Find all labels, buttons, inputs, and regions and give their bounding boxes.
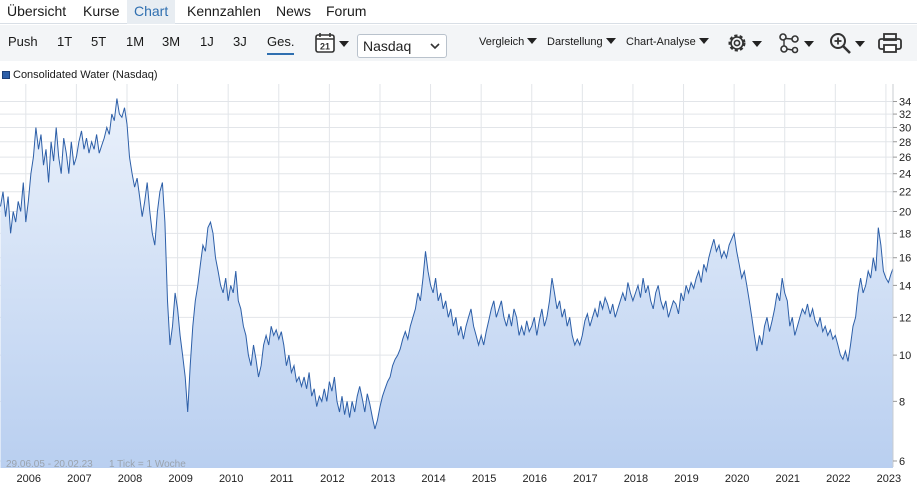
chevron-down-icon	[430, 43, 440, 50]
caret-down-icon	[752, 41, 762, 47]
range-push-button[interactable]: Push	[8, 34, 38, 49]
zoom-button[interactable]	[828, 31, 865, 57]
x-tick-label: 2017	[573, 473, 597, 485]
print-icon	[878, 33, 902, 53]
legend-swatch	[2, 71, 10, 79]
y-tick-label: 30	[899, 122, 911, 134]
x-tick-label: 2018	[624, 473, 648, 485]
calendar-icon: 21	[315, 33, 349, 53]
y-tick-label: 28	[899, 137, 911, 149]
calendar-day-label: 21	[320, 42, 330, 52]
vergleich-menu[interactable]: Vergleich	[479, 36, 538, 48]
caret-down-icon	[804, 41, 814, 47]
range-3m-button[interactable]: 3M	[162, 34, 181, 49]
tab-kurse[interactable]: Kurse	[83, 3, 120, 19]
tab-uebersicht[interactable]: Übersicht	[7, 3, 67, 19]
darstellung-menu[interactable]: Darstellung	[547, 36, 616, 48]
x-tick-label: 2016	[523, 473, 547, 485]
indicator-button[interactable]	[777, 31, 814, 57]
settings-icon	[728, 34, 746, 52]
zoom-in-icon	[830, 33, 851, 54]
x-tick-label: 2007	[67, 473, 91, 485]
x-tick-label: 2023	[877, 473, 901, 485]
chart-analyse-menu[interactable]: Chart-Analyse	[626, 36, 709, 48]
x-tick-label: 2012	[320, 473, 344, 485]
range-1m-button[interactable]: 1M	[126, 34, 145, 49]
exchange-select[interactable]: Nasdaq	[357, 34, 447, 58]
y-tick-label: 24	[899, 169, 911, 181]
x-tick-label: 2010	[219, 473, 243, 485]
exchange-value: Nasdaq	[363, 38, 412, 54]
x-tick-label: 2008	[118, 473, 142, 485]
x-tick-label: 2022	[826, 473, 850, 485]
range-gesamt-button[interactable]: Ges.	[267, 33, 295, 55]
tab-forum[interactable]: Forum	[326, 3, 367, 19]
range-3j-button[interactable]: 3J	[233, 34, 247, 49]
caret-down-icon	[605, 38, 616, 44]
y-tick-label: 14	[899, 280, 911, 292]
y-tick-label: 16	[899, 253, 911, 265]
y-tick-label: 6	[899, 456, 905, 468]
vergleich-label: Vergleich	[479, 36, 525, 48]
calendar-button[interactable]: 21	[314, 31, 350, 55]
y-tick-label: 26	[899, 152, 911, 164]
range-1j-button[interactable]: 1J	[200, 34, 214, 49]
chart-toolbar: Push 1T 5T 1M 3M 1J 3J Ges. 21 Nasdaq Ve…	[0, 25, 917, 61]
price-area	[0, 98, 893, 468]
x-tick-label: 2014	[421, 473, 445, 485]
tab-news[interactable]: News	[276, 3, 312, 19]
y-tick-label: 32	[899, 109, 911, 121]
y-tick-label: 20	[899, 206, 911, 218]
x-tick-label: 2019	[674, 473, 698, 485]
footer-tick-label: 1 Tick = 1 Woche	[109, 459, 186, 470]
x-tick-label: 2015	[472, 473, 496, 485]
settings-button[interactable]	[725, 31, 762, 57]
y-tick-label: 18	[899, 228, 911, 240]
x-tick-label: 2006	[17, 473, 41, 485]
x-tick-label: 2013	[371, 473, 395, 485]
x-axis-ticks: 2006 2007 2008 2009 2010 2011 2012 2013 2014 2015…	[17, 473, 902, 485]
y-tick-label: 12	[899, 312, 911, 324]
indicator-icon	[779, 33, 799, 54]
range-5t-button[interactable]: 5T	[91, 34, 107, 49]
caret-down-icon	[698, 38, 709, 44]
x-tick-label: 2011	[270, 473, 294, 485]
x-tick-label: 2009	[168, 473, 192, 485]
range-1t-button[interactable]: 1T	[57, 34, 73, 49]
tab-kennzahlen[interactable]: Kennzahlen	[187, 3, 261, 19]
chart-legend: Consolidated Water (Nasdaq)	[2, 69, 158, 81]
caret-down-icon	[855, 41, 865, 47]
price-line	[0, 98, 894, 430]
y-tick-label: 22	[899, 187, 911, 199]
caret-down-icon	[527, 38, 538, 44]
print-button[interactable]	[877, 31, 903, 57]
darstellung-label: Darstellung	[547, 36, 603, 48]
y-tick-label: 8	[899, 396, 905, 408]
footer-range-label: 29.06.05 - 20.02.23	[6, 459, 93, 470]
legend-label: Consolidated Water (Nasdaq)	[13, 69, 158, 81]
chart-analyse-label: Chart-Analyse	[626, 36, 696, 48]
y-tick-label: 10	[899, 350, 911, 362]
x-tick-label: 2021	[775, 473, 799, 485]
tab-chart[interactable]: Chart	[127, 0, 176, 24]
x-tick-label: 2020	[725, 473, 749, 485]
y-tick-label: 34	[899, 97, 911, 109]
top-navigation: Übersicht Kurse Chart Kennzahlen News Fo…	[0, 0, 917, 24]
